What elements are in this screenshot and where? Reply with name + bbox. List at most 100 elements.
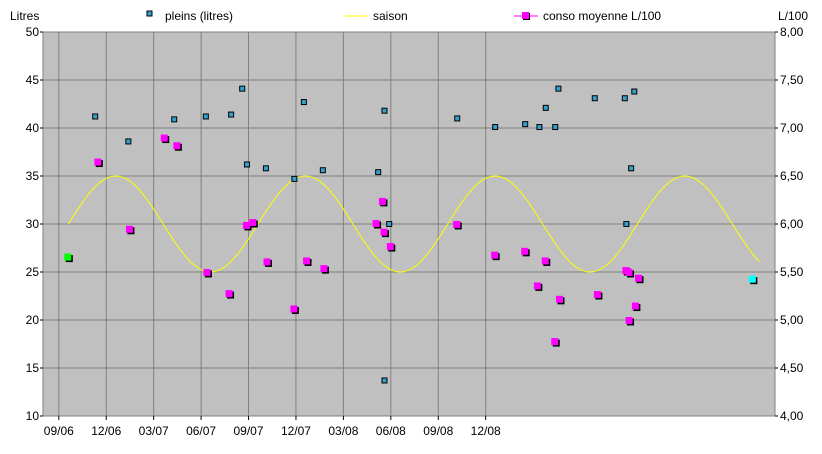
conso-point — [593, 291, 603, 300]
conso-point — [631, 302, 641, 312]
pleins-point — [386, 221, 393, 227]
pleins-point — [243, 161, 250, 168]
legend-conso-marker — [522, 12, 529, 19]
pleins-point — [125, 138, 132, 145]
conso-point — [551, 338, 560, 347]
conso-point — [64, 253, 73, 263]
conso-point — [160, 134, 170, 144]
conso-point-marker — [625, 268, 633, 276]
right-y-tick-label: 8,00 — [780, 25, 804, 39]
conso-point-marker — [372, 220, 380, 227]
conso-point — [290, 305, 299, 314]
conso-point — [625, 316, 635, 326]
x-tick-label: 03/08 — [328, 424, 358, 438]
conso-point — [625, 268, 635, 278]
conso-point — [380, 228, 389, 238]
conso-point — [491, 251, 500, 261]
right-axis-title: L/100 — [778, 9, 808, 23]
conso-point — [533, 282, 543, 291]
pleins-point — [375, 169, 382, 176]
x-tick-label: 12/08 — [471, 424, 501, 438]
conso-series — [64, 134, 758, 347]
left-y-tick-label: 10 — [26, 409, 40, 423]
conso-point-marker — [303, 257, 311, 265]
conso-point — [320, 265, 329, 274]
pleins-point — [291, 175, 298, 182]
conso-point-marker — [533, 282, 541, 290]
right-y-tick-label: 5,00 — [780, 313, 804, 327]
pleins-point — [591, 95, 598, 102]
pleins-point — [300, 99, 307, 106]
x-tick-label: 09/08 — [423, 424, 453, 438]
left-y-tick-label: 20 — [26, 313, 40, 327]
conso-point-marker — [631, 302, 639, 310]
legend-pleins-label: pleins (litres) — [165, 9, 233, 23]
conso-point — [748, 275, 758, 285]
conso-point — [303, 257, 312, 266]
conso-point-marker — [290, 305, 298, 313]
right-y-tick-label: 7,50 — [780, 73, 804, 87]
pleins-point — [92, 113, 99, 120]
right-y-tick-label: 6,00 — [780, 217, 804, 231]
x-tick-label: 12/07 — [281, 424, 311, 438]
conso-point — [125, 225, 135, 235]
conso-point — [249, 219, 258, 228]
pleins-point — [202, 113, 209, 120]
conso-point-marker — [94, 158, 102, 166]
legend-conso-label: conso moyenne L/100 — [543, 9, 661, 23]
pleins-series — [92, 85, 638, 384]
x-tick-label: 03/07 — [139, 424, 169, 438]
conso-point-marker — [453, 220, 461, 228]
conso-point — [521, 247, 530, 257]
right-y-tick-label: 7,00 — [780, 121, 804, 135]
saison-line — [67, 175, 760, 273]
pleins-point — [381, 107, 388, 114]
x-tick-label: 09/07 — [234, 424, 264, 438]
right-y-tick-label: 4,00 — [780, 409, 804, 423]
conso-point — [225, 290, 235, 299]
pleins-point — [454, 115, 461, 122]
conso-point-marker — [491, 251, 499, 259]
pleins-point — [628, 165, 635, 172]
left-y-tick-label: 50 — [26, 25, 40, 39]
conso-point — [94, 158, 103, 168]
conso-point-marker — [242, 221, 250, 229]
right-y-tick-label: 4,50 — [780, 361, 804, 375]
legend — [146, 10, 538, 20]
pleins-point — [552, 124, 559, 131]
x-tick-label: 09/06 — [44, 424, 74, 438]
pleins-point — [542, 104, 549, 111]
conso-point-marker — [551, 338, 559, 346]
pleins-point — [631, 88, 638, 95]
pleins-point — [262, 165, 269, 172]
left-y-tick-label: 40 — [26, 121, 40, 135]
conso-point-marker — [320, 265, 328, 273]
left-y-tick-label: 25 — [26, 265, 40, 279]
left-y-tick-label: 45 — [26, 73, 40, 87]
legend-pleins-marker — [146, 10, 153, 17]
x-tick-label: 06/08 — [376, 424, 406, 438]
pleins-point — [492, 124, 499, 131]
conso-point — [386, 243, 396, 252]
conso-point-marker — [386, 243, 394, 251]
pleins-point — [239, 85, 246, 92]
left-y-tick-label: 30 — [26, 217, 40, 231]
conso-point-marker — [160, 134, 168, 142]
conso-point-marker — [555, 295, 563, 303]
conso-point-marker — [521, 247, 529, 255]
left-y-tick-label: 15 — [26, 361, 40, 375]
conso-point-marker — [125, 225, 133, 233]
conso-point — [372, 220, 382, 229]
right-y-tick-label: 5,50 — [780, 265, 804, 279]
pleins-point — [623, 221, 630, 227]
conso-point-marker — [748, 275, 756, 283]
conso-point-marker — [263, 258, 271, 266]
conso-point-marker — [593, 291, 601, 299]
pleins-point — [522, 121, 529, 128]
conso-point-marker — [249, 219, 257, 227]
conso-point — [263, 258, 273, 267]
conso-point — [242, 221, 252, 231]
pleins-point — [536, 124, 543, 131]
left-y-tick-label: 35 — [26, 169, 40, 183]
conso-point — [453, 220, 462, 230]
